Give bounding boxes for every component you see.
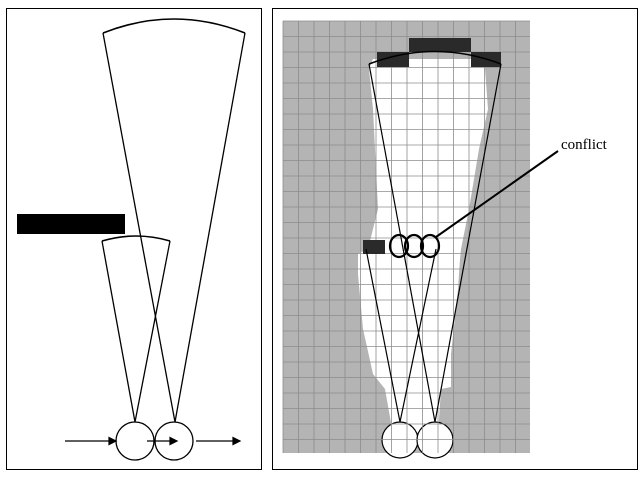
occupancy-grid-panel: conflict xyxy=(272,8,638,470)
long-range-sonar-cone xyxy=(368,50,502,423)
conflict-circle xyxy=(419,233,441,259)
short-range-sonar-cone xyxy=(365,248,437,423)
occupied-cell xyxy=(377,52,409,67)
sonar-cones-diagram xyxy=(17,18,246,461)
motion-arrows xyxy=(65,436,242,446)
conflict-circle xyxy=(403,233,425,259)
conflict-pointer-line xyxy=(435,150,559,238)
conflict-label: conflict xyxy=(561,137,608,153)
occupancy-grid-diagram: conflict xyxy=(282,20,608,459)
sonar-diagram-panel xyxy=(6,8,262,470)
conflict-markers xyxy=(388,233,441,259)
occupied-cell xyxy=(363,240,385,254)
robot-position-1 xyxy=(381,421,419,459)
occupied-cells xyxy=(363,38,501,254)
occupied-cell xyxy=(409,38,471,52)
conflict-circle xyxy=(388,233,410,259)
obstacle-wall xyxy=(17,214,125,234)
short-range-sonar-cone xyxy=(101,235,171,423)
long-range-sonar-cone xyxy=(102,18,246,423)
